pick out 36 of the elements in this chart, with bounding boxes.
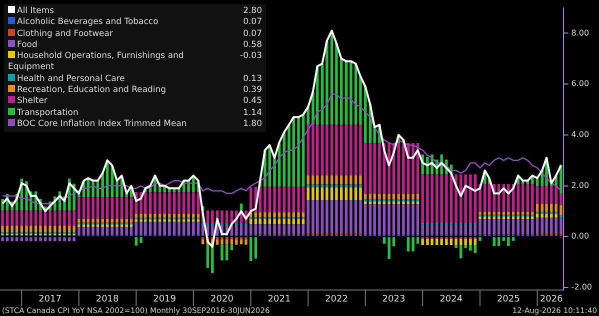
y-tick-label: 8.00 [571,28,590,38]
y-tick-label: 2.00 [571,180,590,190]
y-tick-label: 6.00 [571,79,590,88]
annotation: 0.07 [243,28,262,40]
legend-label: All Items [16,6,54,18]
x-tick-label: 2017 [38,294,62,304]
annotation: 0.13 [243,74,262,86]
legend-label: Food [16,40,38,52]
x-tick-label: 2019 [153,294,176,304]
annotation: 1.80 [243,118,262,130]
x-tick-label: 2018 [96,294,120,304]
y-tick-label: -2.00 [571,282,592,292]
annotation: 1.14 [243,108,262,119]
x-tick-label: 2020 [210,294,234,304]
legend-label: Transportation [16,108,78,119]
annotation: 0.58 [243,40,262,52]
legend-label: Health and Personal Care [16,74,125,86]
legend-label: Recreation, Education and Reading [16,85,166,96]
x-tick-label: 2026 [540,294,564,304]
legend-label: Household Operations, Furnishings and Equipment [8,51,185,74]
annotation: 0.39 [243,85,262,96]
x-tick-label: 2023 [382,294,406,304]
legend-label: Clothing and Footwear [16,28,113,40]
x-tick-label: 2021 [268,294,291,304]
annotation: 0.45 [243,96,262,108]
y-tick-label: 4.00 [571,130,590,139]
annotation: 0.07 [243,17,262,29]
legend-label: BOC Core Inflation Index Trimmed Mean [16,118,187,130]
x-tick-label: 2024 [440,294,463,304]
y-tick-label: 0.00 [571,232,590,241]
annotation: -0.03 [240,51,262,64]
annotation: 2.80 [243,6,262,18]
x-tick-label: 2022 [325,294,348,304]
legend-label: Shelter [16,96,48,108]
legend-label: Alcoholic Beverages and Tobacco [16,17,158,29]
x-tick-label: 2025 [496,294,520,304]
